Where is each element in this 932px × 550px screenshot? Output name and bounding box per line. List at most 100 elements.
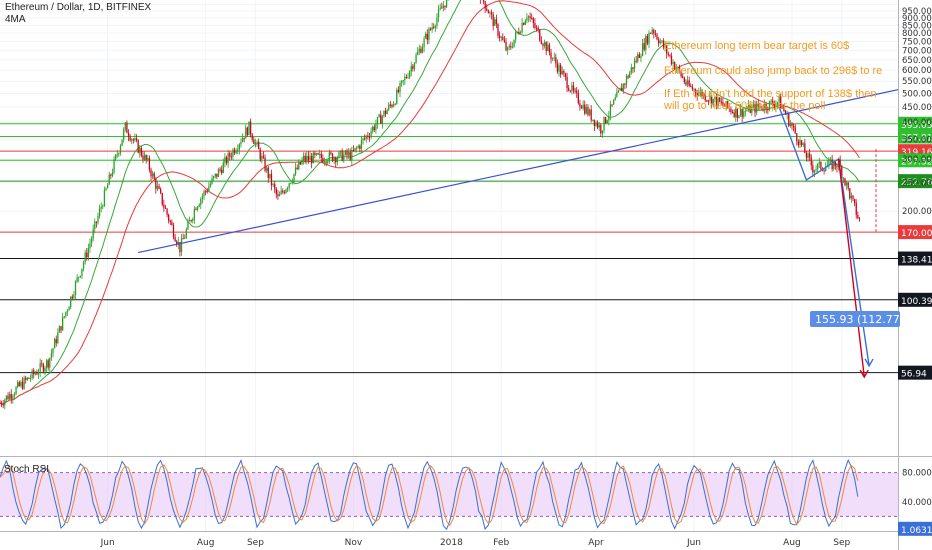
candle-body	[257, 141, 260, 150]
candle-body	[283, 191, 285, 194]
candle-body	[127, 132, 130, 137]
candle-body	[307, 155, 310, 160]
candle-body	[344, 150, 347, 155]
candle-body	[246, 127, 249, 136]
drawings	[138, 89, 899, 379]
level-price-label: 138.41	[901, 256, 932, 266]
candle-body	[253, 139, 255, 144]
candle-body	[97, 215, 99, 223]
candle-body	[211, 178, 213, 184]
price-tick-label: 500.00	[902, 89, 932, 99]
candle-body	[352, 150, 355, 152]
candle-body	[627, 76, 629, 78]
candle-body	[712, 98, 714, 105]
candle-body	[209, 183, 212, 187]
candle-body	[849, 188, 851, 199]
level-price-label: 100.39	[901, 297, 932, 307]
candle-body	[280, 190, 282, 195]
candle-body	[850, 195, 853, 199]
time-tick-label: Aug	[783, 538, 801, 548]
price-tick-label: 350.00	[902, 135, 932, 145]
stoch-tick-label: 40.0000	[902, 498, 932, 508]
candle-body	[63, 316, 65, 318]
candle-body	[21, 381, 24, 389]
candle-body	[551, 57, 554, 59]
candle-body	[375, 124, 377, 130]
candle-body	[746, 110, 748, 112]
candle-body	[115, 154, 117, 160]
candle-body	[735, 108, 737, 117]
candle-body	[654, 33, 657, 35]
annotation-bear-target: Ethereum long term bear target is 60$	[664, 40, 850, 52]
candle-body	[659, 41, 661, 44]
candle-body	[159, 188, 162, 193]
time-tick-label: Feb	[493, 538, 509, 548]
candle-body	[444, 5, 446, 8]
candle-body	[169, 220, 171, 222]
candle-body	[792, 125, 795, 127]
candle-body	[701, 90, 703, 97]
candle-body	[421, 47, 424, 53]
candle-body	[94, 221, 96, 230]
candle-body	[171, 221, 173, 226]
price-tick-label: 650.00	[902, 56, 932, 66]
candle-body	[418, 48, 420, 52]
candle-body	[508, 45, 510, 48]
candle-body	[227, 153, 229, 164]
candle-body	[630, 67, 632, 73]
candle-body	[34, 373, 36, 375]
candle-body	[498, 35, 501, 38]
candle-body	[657, 39, 660, 44]
candle-body	[45, 360, 48, 368]
level-price-tag	[898, 116, 932, 131]
candle-body	[641, 43, 644, 56]
candle-body	[206, 191, 208, 193]
candle-body	[431, 27, 433, 30]
candle-body	[335, 157, 337, 163]
candle-body	[320, 153, 322, 158]
candle-body	[294, 167, 297, 174]
candle-body	[784, 110, 787, 115]
candle-body	[853, 198, 856, 204]
price-tick-label: 400.00	[902, 118, 932, 128]
candle-body	[399, 83, 401, 93]
candle-body	[2, 404, 4, 406]
price-tick-label: 300.00	[902, 155, 932, 165]
candle-body	[542, 43, 544, 46]
candle-body	[420, 48, 422, 53]
candle-body	[852, 195, 854, 199]
candle-body	[415, 54, 417, 63]
candle-body	[537, 27, 539, 30]
candle-body	[823, 170, 825, 172]
candle-body	[184, 237, 186, 239]
candle-body	[23, 377, 25, 389]
candle-body	[100, 206, 102, 209]
candle-body	[55, 339, 57, 344]
candle-body	[319, 153, 321, 155]
candle-body	[515, 32, 517, 40]
candle-body	[632, 67, 634, 69]
candle-body	[362, 138, 364, 141]
candle-body	[506, 47, 509, 51]
candle-body	[121, 139, 123, 146]
candle-body	[845, 182, 848, 186]
candle-body	[306, 155, 308, 161]
candle-body	[373, 126, 375, 130]
candle-body	[135, 138, 138, 141]
candle-body	[794, 126, 796, 134]
candle-body	[65, 311, 67, 317]
candle-body	[266, 167, 268, 171]
candle-body	[156, 185, 159, 189]
candle-body	[315, 153, 318, 155]
candle-body	[180, 238, 183, 253]
candle-body	[381, 116, 383, 124]
candle-body	[380, 114, 382, 124]
candle-body	[92, 229, 94, 239]
candle-body	[433, 27, 435, 29]
candle-body	[312, 152, 314, 164]
candle-body	[201, 195, 204, 199]
candle-body	[346, 150, 348, 156]
candle-body	[495, 19, 498, 25]
candle-body	[116, 154, 118, 156]
